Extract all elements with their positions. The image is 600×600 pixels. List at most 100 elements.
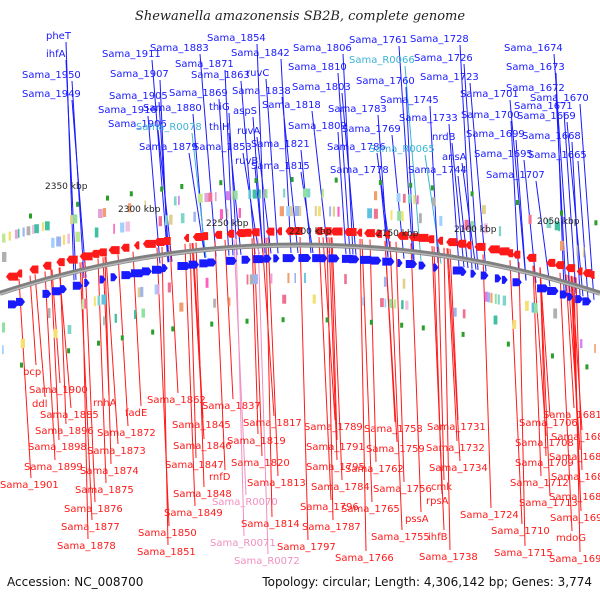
label-connector bbox=[337, 131, 347, 255]
forward-category-block bbox=[493, 315, 498, 325]
gene-label: Sama_1744 bbox=[408, 165, 467, 176]
forward-category-block bbox=[389, 298, 393, 308]
gene-label: Sama_1907 bbox=[110, 69, 169, 80]
misc-feature-mark bbox=[29, 213, 32, 219]
reverse-gene-arrow bbox=[465, 241, 472, 250]
reverse-gene-arrow bbox=[161, 236, 171, 245]
reverse-category-block bbox=[208, 192, 213, 202]
label-connector bbox=[567, 274, 581, 451]
reverse-category-block bbox=[158, 216, 162, 227]
label-connector bbox=[361, 238, 373, 503]
gene-label: ansA bbox=[442, 152, 467, 163]
forward-gene-arrow bbox=[59, 285, 67, 294]
gene-label: Sama_1707 bbox=[486, 170, 545, 181]
reverse-category-block bbox=[283, 188, 286, 198]
label-connector bbox=[573, 276, 581, 553]
gene-label: pssA bbox=[405, 514, 429, 525]
label-connector bbox=[379, 175, 389, 258]
label-connector bbox=[300, 171, 314, 254]
scale-label: 2350 kbp bbox=[45, 182, 88, 192]
gene-label: Sama_1689 bbox=[549, 492, 600, 503]
label-connector bbox=[437, 246, 445, 481]
gene-label: Sama_1901 bbox=[0, 480, 59, 491]
forward-gene-arrow bbox=[110, 273, 118, 282]
gene-label: Sama_1731 bbox=[427, 422, 486, 433]
label-connector bbox=[228, 112, 238, 256]
misc-feature-mark bbox=[470, 191, 474, 197]
forward-category-block bbox=[401, 300, 404, 310]
gene-label: Sama_1842 bbox=[231, 48, 290, 59]
misc-feature-mark bbox=[369, 319, 373, 325]
scale-label: 2150 kbp bbox=[376, 229, 419, 239]
misc-feature-mark bbox=[550, 353, 554, 359]
reverse-category-block bbox=[120, 222, 125, 233]
forward-gene-arrow bbox=[273, 254, 280, 263]
reverse-category-block bbox=[263, 189, 266, 199]
label-connector bbox=[105, 256, 119, 445]
reverse-category-block bbox=[238, 207, 241, 218]
gene-label: Sama_1876 bbox=[64, 504, 123, 515]
forward-gene-arrow bbox=[84, 279, 90, 288]
reverse-gene-arrow bbox=[120, 243, 130, 252]
forward-gene-arrow bbox=[359, 255, 374, 264]
misc-feature-mark bbox=[120, 335, 124, 341]
label-connector bbox=[559, 272, 573, 532]
reverse-gene-arrow bbox=[356, 228, 363, 237]
reverse-category-block bbox=[286, 206, 291, 217]
reverse-category-block bbox=[128, 203, 132, 213]
reverse-gene-arrow bbox=[344, 228, 357, 237]
misc-feature-mark bbox=[421, 325, 425, 331]
reverse-category-block bbox=[75, 231, 81, 242]
map-title: Shewanella amazonensis SB2B, complete ge… bbox=[134, 9, 466, 24]
forward-gene-arrow bbox=[141, 267, 152, 276]
forward-gene-arrow bbox=[99, 275, 106, 284]
reverse-category-block bbox=[34, 224, 39, 234]
label-connector bbox=[555, 93, 567, 292]
forward-category-block bbox=[344, 274, 347, 285]
reverse-gene-arrow bbox=[183, 234, 189, 243]
forward-category-block bbox=[81, 299, 84, 310]
reverse-gene-arrow bbox=[456, 239, 467, 248]
label-connector bbox=[410, 243, 422, 513]
label-connector bbox=[242, 152, 260, 254]
reverse-category-block bbox=[231, 190, 234, 200]
label-connector bbox=[265, 237, 273, 518]
forward-category-block bbox=[47, 308, 51, 319]
misc-feature-mark bbox=[219, 180, 223, 186]
label-connector bbox=[447, 248, 461, 462]
label-connector bbox=[446, 248, 458, 442]
reverse-category-block bbox=[62, 234, 66, 245]
label-connector bbox=[459, 44, 473, 269]
forward-category-block bbox=[494, 293, 497, 304]
misc-feature-mark bbox=[20, 362, 23, 368]
gene-label: Sama_1795 bbox=[306, 462, 365, 473]
gene-label: Sama_1761 bbox=[349, 35, 408, 46]
forward-gene-arrow bbox=[42, 289, 52, 298]
gene-label: Sama_1715 bbox=[494, 548, 553, 559]
label-connector bbox=[218, 98, 230, 256]
gene-label: Sama_1673 bbox=[506, 62, 565, 73]
forward-gene-arrow bbox=[461, 267, 467, 276]
reverse-category-block bbox=[225, 191, 231, 201]
gene-label: Sama_1791 bbox=[306, 442, 365, 453]
reverse-gene-arrow bbox=[322, 227, 332, 236]
label-connector bbox=[251, 238, 259, 435]
forward-category-block bbox=[462, 309, 466, 319]
gene-label: Sama_1783 bbox=[328, 104, 387, 115]
reverse-category-block bbox=[173, 196, 177, 206]
reverse-gene-arrow bbox=[291, 227, 303, 236]
misc-feature-mark bbox=[160, 186, 164, 192]
gene-label: Sama_1669 bbox=[517, 111, 576, 122]
label-connector bbox=[256, 43, 266, 254]
forward-category-block bbox=[282, 294, 287, 304]
forward-category-block bbox=[393, 299, 397, 309]
misc-feature-mark bbox=[129, 191, 133, 197]
forward-category-block bbox=[312, 294, 316, 304]
forward-gene-arrow bbox=[371, 256, 382, 265]
misc-feature-mark bbox=[334, 177, 338, 183]
reverse-gene-arrow bbox=[397, 231, 409, 240]
gene-label: Sama_1670 bbox=[530, 93, 589, 104]
gene-label: Sama_R0071 bbox=[210, 538, 276, 549]
gene-label: Sama_R0070 bbox=[212, 497, 278, 508]
label-connector bbox=[509, 99, 527, 281]
